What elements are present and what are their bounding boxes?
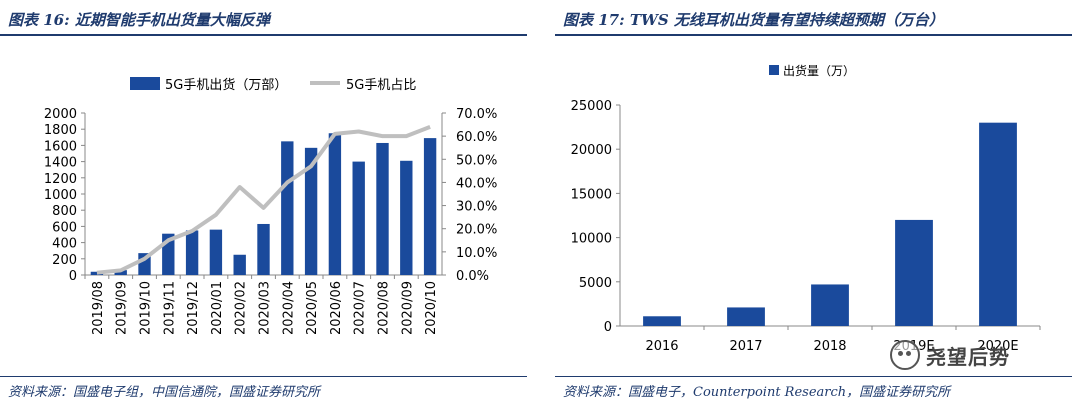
bar-5g-shipments bbox=[233, 254, 246, 275]
right-tick-label: 60.0% bbox=[456, 130, 497, 145]
x-tick-label: 2020/05 bbox=[305, 281, 320, 335]
x-tick-label: 2020/03 bbox=[258, 281, 273, 335]
bar-5g-shipments bbox=[281, 141, 294, 275]
right-tick-label: 50.0% bbox=[456, 153, 497, 168]
x-tick-label: 2020/06 bbox=[329, 281, 344, 335]
y-tick-label: 15000 bbox=[571, 187, 612, 202]
left-source-rule bbox=[0, 376, 527, 377]
bar-5g-shipments bbox=[400, 160, 413, 275]
bar-tws-shipments bbox=[811, 284, 849, 326]
left-tick-label: 0 bbox=[69, 269, 77, 284]
x-tick-label: 2020/02 bbox=[234, 281, 249, 335]
bar-5g-shipments bbox=[90, 271, 104, 275]
bar-5g-shipments bbox=[376, 142, 389, 275]
right-source-note: 资料来源：国盛电子，Counterpoint Research，国盛证券研究所 bbox=[563, 385, 951, 400]
right-chart-svg: 0500010000150002000025000201620172018201… bbox=[571, 63, 1041, 354]
y-tick-label: 5000 bbox=[579, 276, 612, 291]
right-tick-label: 20.0% bbox=[456, 223, 497, 238]
watermark-text: 尧望后势 bbox=[926, 344, 1010, 369]
x-tick-label: 2019/08 bbox=[91, 281, 106, 335]
x-tick-label: 2019/09 bbox=[115, 281, 130, 335]
right-tick-label: 30.0% bbox=[456, 200, 497, 215]
bar-5g-shipments bbox=[257, 223, 270, 275]
x-tick-label: 2020/09 bbox=[400, 281, 415, 335]
right-tick-label: 0.0% bbox=[456, 269, 489, 284]
bar-5g-shipments bbox=[114, 270, 127, 275]
legend-swatch-bars bbox=[130, 77, 160, 90]
left-title-rule bbox=[0, 34, 527, 36]
legend-label-line: 5G手机占比 bbox=[346, 78, 416, 93]
x-tick-label: 2020/07 bbox=[353, 281, 368, 335]
y-tick-label: 25000 bbox=[571, 99, 612, 114]
left-tick-label: 1800 bbox=[44, 123, 77, 138]
left-tick-label: 1000 bbox=[44, 188, 77, 203]
left-source-note: 资料来源：国盛电子组，中国信通院，国盛证券研究所 bbox=[8, 385, 321, 400]
x-tick-label: 2020/10 bbox=[424, 281, 439, 335]
x-tick-label: 2016 bbox=[645, 339, 678, 354]
left-tick-label: 600 bbox=[52, 220, 77, 235]
x-tick-label: 2020/08 bbox=[377, 281, 392, 335]
bar-5g-shipments bbox=[185, 230, 199, 275]
x-tick-label: 2020/01 bbox=[210, 281, 225, 335]
right-figure-title: 图表 17: TWS 无线耳机出货量有望持续超预期（万台） bbox=[563, 11, 944, 29]
left-figure-title: 图表 16: 近期智能手机出货量大幅反弹 bbox=[8, 11, 270, 29]
bar-5g-shipments bbox=[423, 138, 437, 275]
x-tick-label: 2020E bbox=[977, 339, 1018, 354]
x-tick-label: 2019/10 bbox=[139, 281, 154, 335]
left-tick-label: 800 bbox=[52, 204, 77, 219]
bar-5g-shipments bbox=[328, 133, 342, 275]
y-tick-label: 20000 bbox=[571, 143, 612, 158]
left-tick-label: 2000 bbox=[44, 107, 77, 122]
left-figure-panel: 图表 16: 近期智能手机出货量大幅反弹 0 200 400 600 800 1000 12… bbox=[0, 0, 535, 405]
left-tick-label: 1200 bbox=[44, 172, 77, 187]
line-5g-share bbox=[96, 125, 431, 275]
x-tick-label: 2019/11 bbox=[162, 281, 177, 335]
left-tick-label: 1600 bbox=[44, 139, 77, 154]
bar-tws-shipments bbox=[727, 307, 765, 326]
left-tick-label: 1400 bbox=[44, 156, 77, 171]
x-tick-label: 2018 bbox=[813, 339, 846, 354]
bar-tws-shipments bbox=[895, 219, 933, 326]
bar-5g-shipments bbox=[209, 229, 223, 275]
right-title-rule bbox=[555, 34, 1072, 36]
x-tick-label: 2020/04 bbox=[281, 281, 296, 335]
bar-5g-shipments bbox=[352, 161, 365, 275]
right-source-rule bbox=[555, 376, 1072, 377]
left-tick-label: 200 bbox=[52, 253, 77, 268]
legend-label-bars: 5G手机出货（万部） bbox=[165, 77, 287, 93]
bar-5g-shipments bbox=[304, 147, 318, 275]
right-tick-label: 10.0% bbox=[456, 246, 497, 261]
bar-tws-shipments bbox=[979, 122, 1017, 327]
bar-tws-shipments bbox=[643, 316, 681, 326]
watermark: 尧望后势 bbox=[890, 338, 1060, 372]
x-tick-label: 2019/12 bbox=[186, 281, 201, 335]
legend-label: 出货量（万） bbox=[783, 63, 855, 78]
wechat-icon bbox=[890, 340, 920, 370]
y-tick-label: 10000 bbox=[571, 232, 612, 247]
left-tick-label: 400 bbox=[52, 237, 77, 252]
y-tick-label: 0 bbox=[604, 320, 612, 335]
right-tick-label: 70.0% bbox=[456, 107, 497, 122]
legend-swatch bbox=[769, 65, 779, 75]
x-tick-label: 2017 bbox=[729, 339, 762, 354]
right-tick-label: 40.0% bbox=[456, 176, 497, 191]
